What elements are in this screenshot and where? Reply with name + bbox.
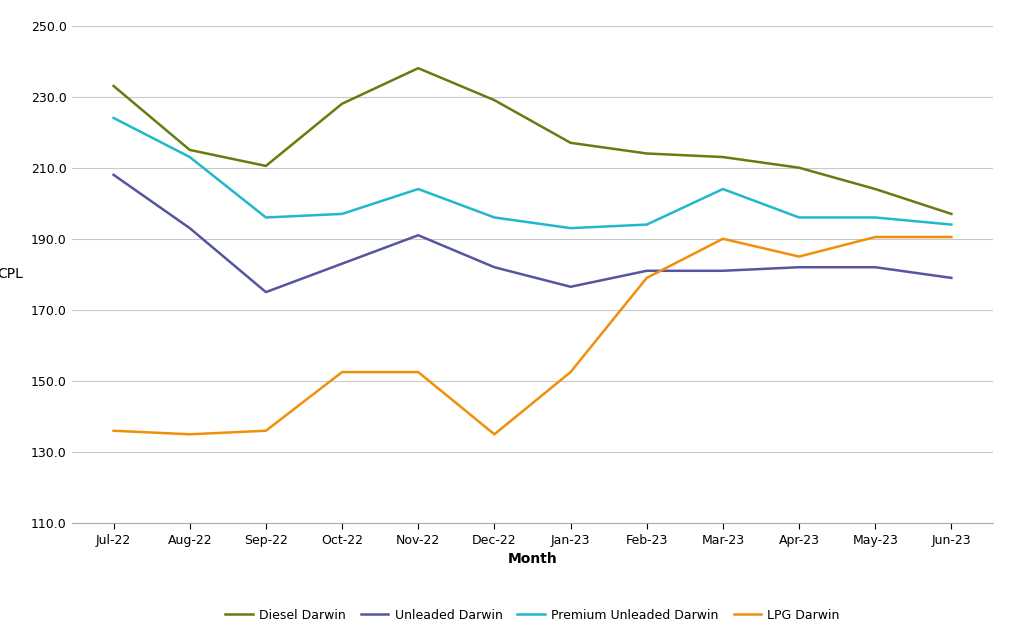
X-axis label: Month: Month — [508, 552, 557, 566]
Legend: Diesel Darwin, Unleaded Darwin, Premium Unleaded Darwin, LPG Darwin: Diesel Darwin, Unleaded Darwin, Premium … — [220, 604, 845, 627]
Y-axis label: CPL: CPL — [0, 267, 24, 281]
